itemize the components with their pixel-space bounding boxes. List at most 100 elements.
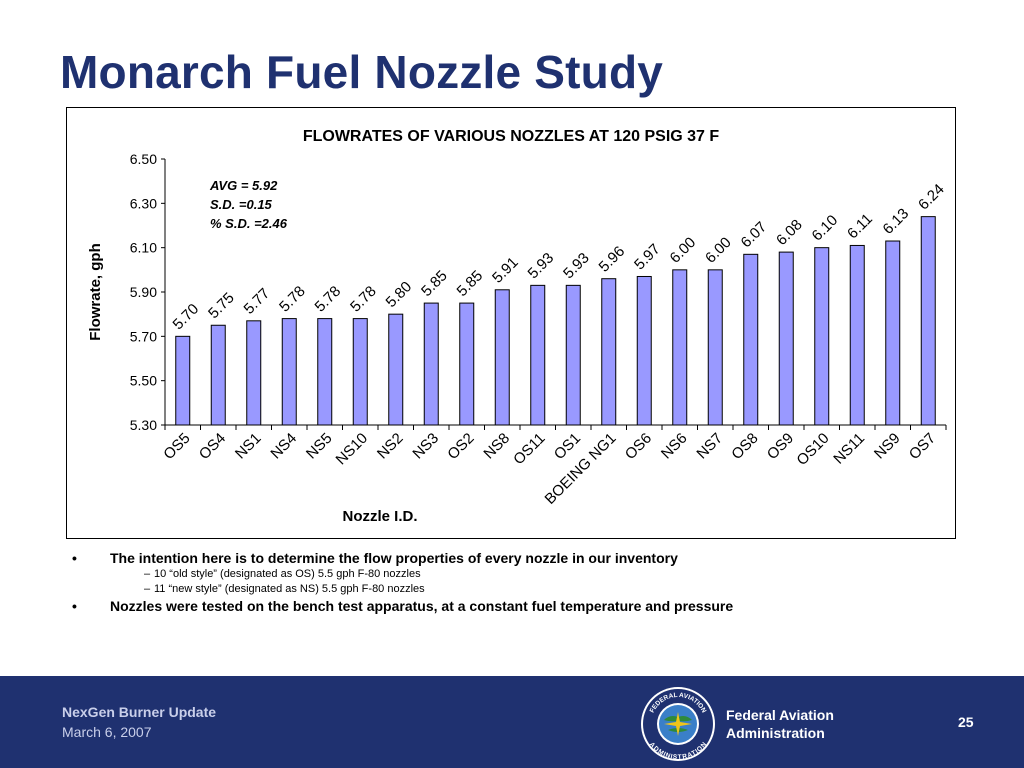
agency-name-line: Administration (726, 725, 825, 741)
bar (672, 269, 688, 426)
bar (920, 216, 936, 426)
bar-chart: FLOWRATES OF VARIOUS NOZZLES AT 120 PSIG… (87, 128, 948, 525)
bullet-marker: • (72, 598, 77, 614)
x-tick-label: OS7 (906, 430, 939, 463)
stats-annotation: % S.D. =2.46 (210, 216, 288, 231)
bar (388, 313, 404, 426)
stats-annotation: AVG = 5.92 (209, 178, 278, 193)
x-tick-label: OS2 (444, 430, 477, 463)
x-tick-label: NS8 (480, 430, 513, 463)
data-label: 5.97 (631, 241, 664, 274)
data-label: 5.93 (560, 250, 593, 283)
x-tick-label: OS8 (728, 430, 761, 463)
x-tick-label: OS5 (160, 430, 193, 463)
sub-bullet-marker: – (144, 583, 151, 595)
bullet-text: The intention here is to determine the f… (110, 550, 678, 566)
agency-name-line: Federal Aviation (726, 707, 834, 723)
bar (707, 269, 723, 426)
bar (423, 302, 439, 426)
data-label: 5.96 (596, 243, 629, 276)
bar (246, 320, 262, 426)
bar (885, 240, 901, 426)
y-tick-label: 5.90 (130, 284, 157, 300)
x-tick-label: NS7 (693, 430, 726, 463)
data-label: 6.11 (844, 210, 876, 242)
x-tick-label: OS11 (510, 430, 548, 468)
data-label: 6.07 (738, 218, 771, 251)
y-tick-label: 5.70 (130, 328, 157, 344)
x-axis-label: Nozzle I.D. (342, 508, 417, 525)
footer-date: March 6, 2007 (62, 724, 152, 740)
x-tick-label: NS6 (658, 430, 691, 463)
data-label: 5.80 (383, 278, 416, 311)
bullet-marker: • (72, 550, 77, 566)
sub-bullet-text: 11 “new style” (designated as NS) 5.5 gp… (154, 583, 425, 595)
bullet-list: • The intention here is to determine the… (70, 549, 970, 615)
bar (210, 324, 226, 426)
faa-seal-icon: FEDERAL AVIATION ADMINISTRATION (641, 687, 715, 761)
sub-bullet-item: – 10 “old style” (designated as OS) 5.5 … (70, 567, 970, 582)
bar (281, 318, 297, 426)
x-tick-label: OS6 (622, 430, 655, 463)
data-label: 5.78 (276, 283, 309, 316)
data-label: 6.08 (773, 216, 806, 249)
y-axis-label: Flowrate, gph (87, 243, 104, 341)
data-label: 5.85 (418, 267, 451, 300)
x-tick-label: NS11 (830, 430, 868, 468)
footer-presentation-title: NexGen Burner Update (62, 704, 217, 720)
y-tick-label: 5.30 (130, 417, 157, 433)
x-tick-label: NS5 (303, 430, 336, 463)
y-tick-label: 5.50 (130, 373, 157, 389)
chart-frame: FLOWRATES OF VARIOUS NOZZLES AT 120 PSIG… (66, 107, 956, 539)
data-label: 6.00 (702, 234, 735, 267)
bar (636, 275, 652, 426)
bar (778, 251, 794, 426)
bar (494, 289, 510, 426)
bar (317, 318, 333, 426)
x-tick-label: NS2 (374, 430, 407, 463)
bar (743, 253, 759, 426)
data-label: 6.10 (809, 212, 842, 245)
bar (601, 278, 617, 426)
x-tick-label: OS9 (764, 430, 797, 463)
x-tick-label: NS1 (232, 430, 265, 463)
bar (530, 284, 546, 426)
bar (459, 302, 475, 426)
bar (175, 335, 191, 426)
y-tick-label: 6.30 (130, 195, 157, 211)
sub-bullet-text: 10 “old style” (designated as OS) 5.5 gp… (154, 568, 421, 580)
data-label: 5.93 (525, 250, 558, 283)
data-label: 6.24 (915, 181, 948, 214)
sub-bullet-marker: – (144, 568, 151, 580)
y-tick-label: 6.50 (130, 151, 157, 167)
x-tick-label: OS4 (196, 430, 229, 463)
bar (814, 247, 830, 426)
data-label: 5.85 (454, 267, 487, 300)
data-label: 5.78 (312, 283, 345, 316)
stats-annotation: S.D. =0.15 (210, 197, 273, 212)
x-tick-label: OS10 (793, 430, 832, 469)
footer-bar: NexGen Burner Update March 6, 2007 FEDER… (0, 676, 1024, 768)
data-label: 5.77 (241, 285, 274, 318)
x-tick-label: NS9 (871, 430, 904, 463)
x-tick-label: NS3 (409, 430, 442, 463)
slide-title: Monarch Fuel Nozzle Study (60, 46, 664, 98)
bullet-text: Nozzles were tested on the bench test ap… (110, 598, 734, 614)
data-label: 5.70 (170, 300, 203, 333)
bullet-item: • The intention here is to determine the… (70, 549, 970, 567)
bullet-item: • Nozzles were tested on the bench test … (70, 597, 970, 615)
data-label: 5.91 (489, 254, 522, 287)
agency-name: Federal Aviation Administration (726, 706, 834, 742)
bar (849, 244, 865, 426)
data-label: 6.13 (880, 205, 913, 238)
x-tick-label: NS4 (267, 430, 300, 463)
x-tick-label: NS10 (333, 430, 372, 469)
chart-title: FLOWRATES OF VARIOUS NOZZLES AT 120 PSIG… (303, 128, 720, 145)
bar (565, 284, 581, 426)
page-number: 25 (958, 714, 974, 730)
data-label: 5.78 (347, 283, 380, 316)
bar (352, 318, 368, 426)
data-label: 6.00 (667, 234, 700, 267)
y-tick-label: 6.10 (130, 240, 157, 256)
sub-bullet-item: – 11 “new style” (designated as NS) 5.5 … (70, 582, 970, 597)
